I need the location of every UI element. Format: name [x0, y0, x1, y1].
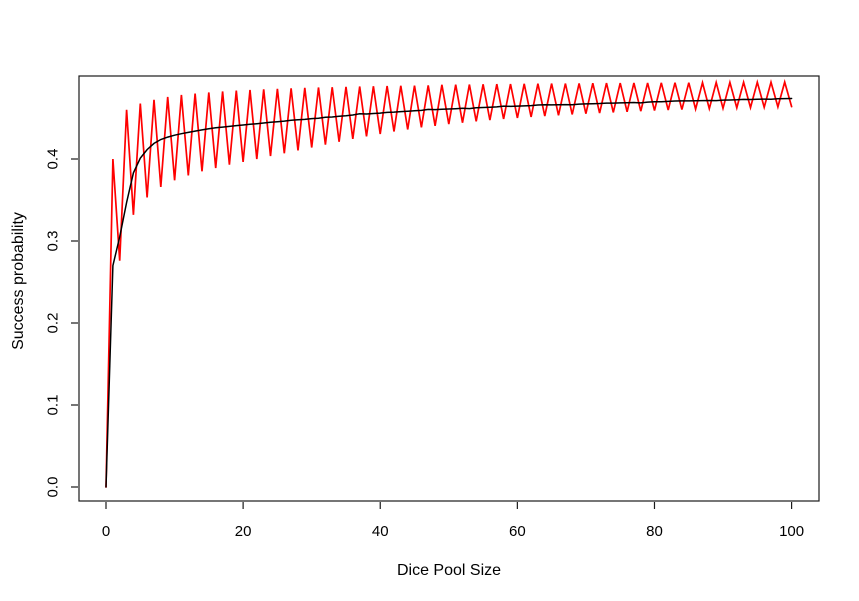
x-tick-label: 80 [646, 523, 663, 540]
y-tick-label: 0.1 [44, 395, 61, 416]
x-tick-label: 0 [102, 523, 110, 540]
x-tick-label: 40 [372, 523, 389, 540]
red-oscillating-series-line [105, 78, 793, 488]
y-tick-label: 0.3 [44, 231, 61, 252]
black-smooth-series-line [105, 97, 793, 488]
y-tick-label: 0.0 [44, 477, 61, 498]
x-axis-title: Dice Pool Size [396, 562, 502, 579]
x-tick-label: 100 [779, 523, 804, 540]
y-axis-title: Success probability [10, 212, 27, 350]
x-tick-label: 60 [509, 523, 526, 540]
y-tick-label: 0.4 [44, 149, 61, 170]
y-tick-label: 0.2 [44, 313, 61, 334]
x-tick-label: 20 [235, 523, 252, 540]
plot-box [78, 75, 820, 502]
